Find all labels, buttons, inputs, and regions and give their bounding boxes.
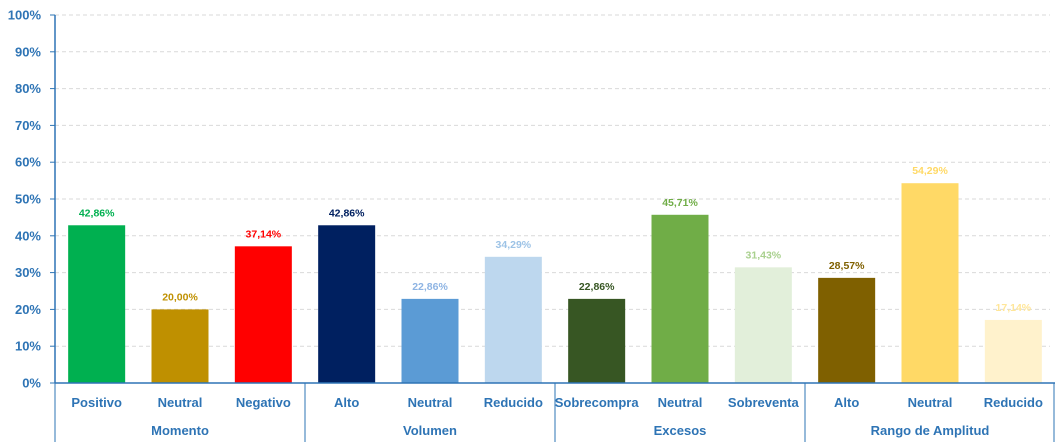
x-category-label: Neutral xyxy=(908,395,953,410)
x-category-label: Alto xyxy=(834,395,859,410)
bar-momento-negativo xyxy=(234,246,292,383)
bar-volumen-reducido xyxy=(484,256,542,383)
bar-momento-positivo xyxy=(68,225,126,383)
data-label: 20,00% xyxy=(162,291,198,303)
y-tick-label: 0% xyxy=(22,376,41,391)
bar-excesos-sobrecompra xyxy=(568,298,626,383)
y-tick-label: 90% xyxy=(15,44,41,59)
bar-volumen-neutral xyxy=(401,298,459,383)
data-label: 37,14% xyxy=(246,228,282,240)
data-label: 42,86% xyxy=(329,207,365,219)
data-label: 42,86% xyxy=(79,207,115,219)
y-tick-label: 70% xyxy=(15,118,41,133)
data-label: 31,43% xyxy=(746,249,782,261)
bar-volumen-alto xyxy=(318,225,376,383)
gridlines xyxy=(55,14,1050,347)
bar-rango-de-amplitud-reducido xyxy=(984,319,1042,383)
x-category-label: Reducido xyxy=(984,395,1043,410)
x-axis: Positivo Neutral Negativo Momento Alto Neutra… xyxy=(54,382,1055,442)
x-group-label: Volumen xyxy=(403,423,457,438)
x-category-label: Neutral xyxy=(658,395,703,410)
x-category-label: Neutral xyxy=(408,395,453,410)
data-label: 28,57% xyxy=(829,260,865,272)
x-category-label: Positivo xyxy=(71,395,122,410)
y-tick-label: 30% xyxy=(15,265,41,280)
y-tick-label: 100% xyxy=(8,8,42,23)
x-category-label: Neutral xyxy=(158,395,203,410)
y-tick-label: 10% xyxy=(15,339,41,354)
x-category-label: Negativo xyxy=(236,395,291,410)
x-category-label: Sobrecompra xyxy=(555,395,640,410)
data-label: 45,71% xyxy=(662,197,698,209)
y-axis: 0% 10% 20% 30% 40% 50% 60% 70% 80% 90% 100% xyxy=(8,8,56,391)
y-tick-label: 80% xyxy=(15,81,41,96)
bar-rango-de-amplitud-alto xyxy=(818,277,876,383)
bar-excesos-sobreventa xyxy=(734,267,792,383)
y-tick-label: 40% xyxy=(15,228,41,243)
x-category-label: Reducido xyxy=(484,395,543,410)
data-label: 22,86% xyxy=(579,281,615,293)
y-tick-label: 50% xyxy=(15,192,41,207)
bars: 42,86% 20,00% 37,14% 42,86% 22,86% 34,29% 22,8… xyxy=(68,165,1042,383)
y-tick-label: 60% xyxy=(15,155,41,170)
data-label: 22,86% xyxy=(412,281,448,293)
x-group-label: Excesos xyxy=(654,423,707,438)
x-group-label: Momento xyxy=(151,423,209,438)
x-category-label: Alto xyxy=(334,395,359,410)
data-label: 34,29% xyxy=(496,239,532,251)
x-category-label: Sobreventa xyxy=(728,395,800,410)
bar-momento-neutral xyxy=(151,309,209,383)
bar-rango-de-amplitud-neutral xyxy=(901,183,959,383)
y-tick-label: 20% xyxy=(15,302,41,317)
data-label: 17,14% xyxy=(996,302,1032,314)
data-label: 54,29% xyxy=(912,165,948,177)
bar-excesos-neutral xyxy=(651,214,709,383)
x-group-label: Rango de Amplitud xyxy=(871,423,990,438)
